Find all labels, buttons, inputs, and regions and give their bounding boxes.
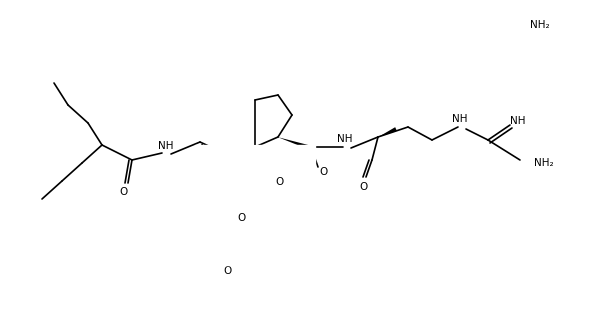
Text: NH: NH: [337, 134, 353, 144]
Text: NH₂: NH₂: [534, 158, 554, 168]
Text: O: O: [119, 187, 127, 197]
Bar: [195, 145, 315, 265]
Text: O: O: [275, 177, 283, 187]
Text: NH: NH: [158, 141, 174, 151]
Text: O: O: [319, 167, 327, 177]
Text: O: O: [224, 266, 232, 276]
Text: NH₂: NH₂: [530, 20, 550, 30]
Polygon shape: [278, 137, 309, 149]
Text: O: O: [236, 177, 244, 187]
Text: O: O: [236, 224, 244, 234]
Text: N: N: [253, 144, 261, 154]
Text: NH: NH: [510, 116, 525, 126]
Text: O: O: [359, 182, 367, 192]
Text: O: O: [233, 246, 241, 256]
Text: O: O: [262, 177, 270, 187]
Polygon shape: [378, 127, 397, 137]
Text: NH: NH: [452, 114, 467, 124]
Text: O: O: [237, 213, 245, 223]
